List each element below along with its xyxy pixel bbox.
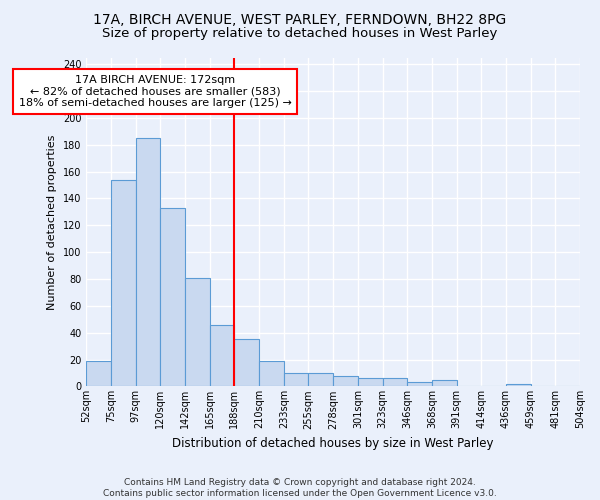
Text: 17A BIRCH AVENUE: 172sqm
← 82% of detached houses are smaller (583)
18% of semi-: 17A BIRCH AVENUE: 172sqm ← 82% of detach… — [19, 75, 292, 108]
Bar — [308, 373, 333, 386]
Bar — [383, 378, 407, 386]
Text: 17A, BIRCH AVENUE, WEST PARLEY, FERNDOWN, BH22 8PG: 17A, BIRCH AVENUE, WEST PARLEY, FERNDOWN… — [94, 12, 506, 26]
X-axis label: Distribution of detached houses by size in West Parley: Distribution of detached houses by size … — [172, 437, 494, 450]
Bar — [210, 324, 235, 386]
Bar — [284, 373, 308, 386]
Bar — [259, 361, 284, 386]
Bar — [185, 278, 210, 386]
Y-axis label: Number of detached properties: Number of detached properties — [47, 134, 57, 310]
Bar — [358, 378, 383, 386]
Text: Size of property relative to detached houses in West Parley: Size of property relative to detached ho… — [103, 28, 497, 40]
Bar — [160, 208, 185, 386]
Bar — [333, 376, 358, 386]
Bar — [506, 384, 530, 386]
Bar — [235, 340, 259, 386]
Bar — [136, 138, 160, 386]
Bar — [111, 180, 136, 386]
Text: Contains HM Land Registry data © Crown copyright and database right 2024.
Contai: Contains HM Land Registry data © Crown c… — [103, 478, 497, 498]
Bar — [432, 380, 457, 386]
Bar — [407, 382, 432, 386]
Bar — [86, 361, 111, 386]
